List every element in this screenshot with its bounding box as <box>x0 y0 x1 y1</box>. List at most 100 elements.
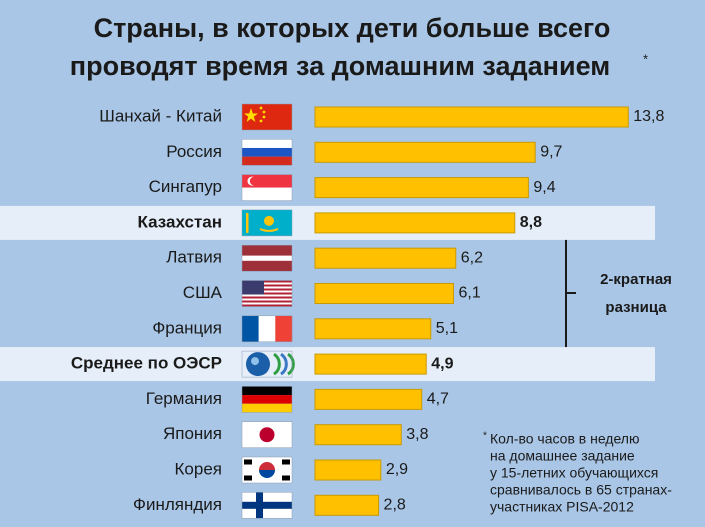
footnote: у 15-летних обучающихся <box>490 465 658 481</box>
flag-part <box>242 302 292 305</box>
flag-part <box>259 470 275 478</box>
flag-border <box>241 139 293 166</box>
bar <box>314 494 380 516</box>
flag-part <box>251 357 259 366</box>
flag-border <box>241 350 293 378</box>
flag-part <box>280 352 288 376</box>
flag-part <box>244 475 252 481</box>
footnote: на домашнее задание <box>490 448 635 464</box>
annotation: 2-кратная <box>600 271 672 288</box>
flag-border <box>241 174 293 201</box>
footnote-mark: * <box>483 431 487 442</box>
category-label: Япония <box>163 424 222 443</box>
flag <box>241 492 293 519</box>
flag-part <box>242 280 264 295</box>
value-label: 6,2 <box>461 249 483 266</box>
annotation: разница <box>605 299 667 316</box>
flag-part <box>256 492 263 519</box>
value-label: 9,4 <box>533 179 555 196</box>
flag <box>241 103 293 131</box>
flag-border <box>241 280 293 307</box>
flag <box>241 456 293 484</box>
flag-part <box>242 187 292 201</box>
flag-part <box>242 386 292 396</box>
value-label: 8,8 <box>520 214 542 231</box>
flag-part <box>258 315 276 342</box>
chart-title: проводят время за домашним заданием <box>70 51 610 81</box>
flag-border <box>241 492 293 519</box>
category-label: Корея <box>175 459 222 478</box>
flag <box>241 209 293 237</box>
category-label: Казахстан <box>138 212 222 231</box>
flag-part <box>282 475 290 481</box>
category-label: Германия <box>146 389 222 408</box>
value-label: 3,8 <box>406 426 428 443</box>
bar <box>314 283 454 304</box>
chart-title: Страны, в которых дети больше всего <box>94 13 611 43</box>
category-label: Финляндия <box>133 495 222 514</box>
flag-part <box>242 395 292 404</box>
flag-part <box>242 304 292 307</box>
flag-part <box>287 352 295 376</box>
footnote: Кол-во часов в неделю <box>490 431 639 447</box>
value-label: 2,8 <box>384 497 406 514</box>
flag-part <box>273 352 281 376</box>
flag-part <box>246 352 270 377</box>
flag-part <box>282 459 290 465</box>
flag-part <box>259 227 279 232</box>
flag-part <box>242 300 292 303</box>
category-label: Сингапур <box>149 177 222 196</box>
flag <box>241 386 293 413</box>
value-label: 4,9 <box>431 355 453 372</box>
flag <box>241 174 293 201</box>
flag <box>241 350 295 378</box>
flag <box>241 421 293 448</box>
flag-part <box>242 156 292 166</box>
value-label: 4,7 <box>427 391 449 408</box>
flag <box>241 280 293 307</box>
category-label: США <box>183 283 223 302</box>
flag <box>241 139 293 166</box>
category-label: Франция <box>152 318 222 337</box>
category-label: Латвия <box>166 248 222 267</box>
flag-part <box>242 290 292 293</box>
bar <box>314 424 402 446</box>
flag-border <box>241 421 293 448</box>
category-label: Россия <box>166 142 222 161</box>
flag <box>241 315 293 343</box>
flag-part <box>242 403 292 413</box>
flag-border <box>241 386 293 413</box>
value-label: 6,1 <box>458 285 480 302</box>
bar <box>314 388 423 410</box>
flag-part <box>242 294 292 297</box>
flag-part <box>259 119 263 123</box>
flag-border <box>241 456 293 484</box>
flag-border <box>241 315 293 343</box>
bar <box>314 459 382 481</box>
bar <box>314 141 536 163</box>
flag-part <box>242 296 292 299</box>
flag-border <box>241 244 293 272</box>
flag-part <box>242 315 259 342</box>
bar <box>314 247 457 269</box>
bar <box>314 212 516 234</box>
flag-part <box>264 215 274 226</box>
bar <box>314 177 529 199</box>
flag <box>241 244 293 272</box>
value-label: 2,9 <box>386 461 408 478</box>
flag-part <box>259 427 275 443</box>
flag-part <box>242 286 292 289</box>
footnote: участниках PISA-2012 <box>490 499 634 515</box>
flag-part <box>242 280 292 283</box>
flag-part <box>242 298 292 301</box>
flag-part <box>242 292 292 295</box>
flag-part <box>242 288 292 291</box>
flag-part <box>249 176 259 186</box>
flag-part <box>259 462 275 470</box>
category-label: Среднее по ОЭСР <box>71 354 222 373</box>
value-label: 9,7 <box>540 144 562 161</box>
value-label: 5,1 <box>436 320 458 337</box>
flag-part <box>262 115 266 119</box>
footnote: сравнивалось в 65 странах- <box>490 482 672 498</box>
